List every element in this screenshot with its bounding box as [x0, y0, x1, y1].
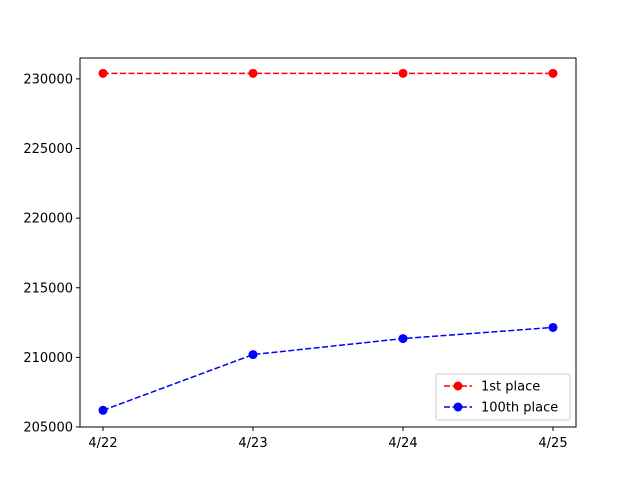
- y-tick-label: 220000: [23, 212, 73, 227]
- x-tick-label: 4/24: [388, 436, 417, 451]
- x-tick-label: 4/22: [88, 436, 117, 451]
- legend-label-1: 1st place: [481, 380, 540, 395]
- x-tick-label: 4/25: [538, 436, 567, 451]
- data-point-series-2-3: [398, 334, 408, 344]
- data-point-series-2-2: [248, 350, 258, 360]
- y-tick-label: 215000: [23, 281, 73, 296]
- axes-layer: 205000 210000 215000 220000 225000 230000 4/22…: [23, 57, 577, 451]
- legend-label-2: 100th place: [481, 401, 558, 416]
- x-tick-label: 4/23: [238, 436, 267, 451]
- plot-frame: [79, 57, 577, 428]
- data-point-series-1-1: [98, 68, 108, 78]
- data-point-series-2-1: [98, 405, 108, 415]
- series-layer: [98, 68, 558, 415]
- data-point-series-1-3: [398, 68, 408, 78]
- data-point-series-2-4: [548, 322, 558, 332]
- y-tick-label: 210000: [23, 351, 73, 366]
- legend-marker-1: [453, 381, 463, 391]
- y-tick-label: 225000: [23, 142, 73, 157]
- legend-marker-2: [453, 402, 463, 412]
- series-line-2: [102, 326, 554, 411]
- y-tick-label: 205000: [23, 421, 73, 436]
- data-point-series-1-2: [248, 68, 258, 78]
- legend: 1st place 100th place: [435, 373, 571, 421]
- y-tick-label: 230000: [23, 72, 73, 87]
- data-point-series-1-4: [548, 68, 558, 78]
